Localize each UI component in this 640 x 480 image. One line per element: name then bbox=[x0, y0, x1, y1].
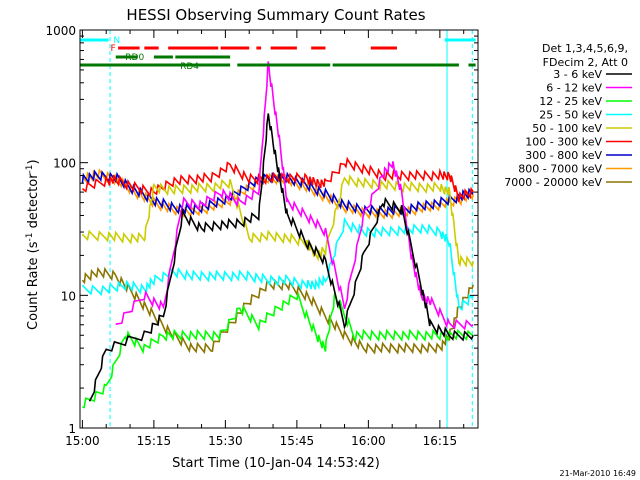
y-tick-label: 10 bbox=[61, 289, 76, 303]
series-line-2 bbox=[82, 291, 474, 409]
legend-label-4: 50 - 100 keV bbox=[532, 122, 602, 135]
legend-label-1: 6 - 12 keV bbox=[546, 82, 602, 95]
flag-label-rd4: RD4 bbox=[180, 62, 199, 72]
flag-bars bbox=[80, 38, 476, 67]
legend-label-8: 7000 - 20000 keV bbox=[504, 176, 602, 189]
legend-label-3: 25 - 50 keV bbox=[539, 109, 602, 122]
plot-area bbox=[80, 30, 476, 428]
legend: Det 1,3,4,5,6,9, FDecim 2, Att 0 3 - 6 k… bbox=[504, 42, 632, 189]
x-tick-label: 16:00 bbox=[351, 434, 386, 448]
x-tick-label: 15:00 bbox=[65, 434, 100, 448]
series-line-0 bbox=[88, 113, 474, 402]
y-axis-label: Count Rate (s-1 detector-1) bbox=[25, 159, 41, 330]
y-tick-label: 1 bbox=[68, 422, 76, 436]
series-layer bbox=[81, 30, 474, 428]
series-line-1 bbox=[115, 61, 474, 331]
y-tick-label: 100 bbox=[53, 157, 76, 171]
legend-label-6: 300 - 800 keV bbox=[525, 149, 602, 162]
legend-label-5: 100 - 300 keV bbox=[525, 136, 602, 149]
series-line-4 bbox=[81, 174, 474, 269]
x-tick-label: 15:45 bbox=[280, 434, 315, 448]
series-line-8 bbox=[81, 266, 474, 355]
series-line-5 bbox=[81, 156, 474, 202]
legend-header-line-1: Det 1,3,4,5,6,9, bbox=[542, 42, 628, 55]
series-line-7 bbox=[81, 168, 474, 220]
series-line-3 bbox=[81, 216, 474, 312]
legend-label-7: 800 - 7000 keV bbox=[518, 163, 602, 176]
chart-title: HESSI Observing Summary Count Rates bbox=[126, 6, 425, 24]
x-tick-label: 15:30 bbox=[208, 434, 243, 448]
axis-ticks: 15:00 15:15 15:30 15:45 16:00 16:15 1 10 100 1000 bbox=[45, 24, 478, 448]
flag-label-n: N bbox=[113, 36, 120, 46]
series-line-6 bbox=[81, 169, 474, 218]
y-tick-label: 1000 bbox=[45, 24, 76, 38]
x-tick-label: 16:15 bbox=[423, 434, 458, 448]
x-axis-label: Start Time (10-Jan-04 14:53:42) bbox=[172, 456, 380, 471]
plot-frame bbox=[79, 29, 479, 429]
legend-label-2: 12 - 25 keV bbox=[539, 95, 602, 108]
x-tick-label: 15:15 bbox=[137, 434, 172, 448]
legend-header-line-2: FDecim 2, Att 0 bbox=[543, 56, 628, 69]
legend-label-0: 3 - 6 keV bbox=[553, 68, 602, 81]
flag-label-f: F bbox=[111, 44, 116, 54]
footer-date: 21-Mar-2010 16:49 bbox=[560, 469, 637, 478]
flag-label-rd0: RD0 bbox=[125, 53, 144, 63]
